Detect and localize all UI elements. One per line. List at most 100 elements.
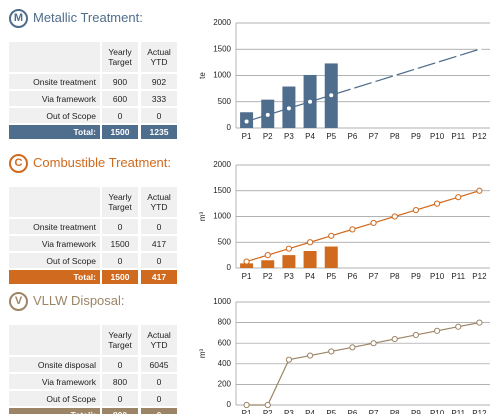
line-marker — [329, 93, 334, 98]
cell-value: 6045 — [141, 357, 177, 372]
line-marker — [433, 327, 441, 334]
line-marker — [285, 245, 293, 252]
bar — [261, 260, 275, 268]
line — [246, 48, 480, 123]
row-label: Via framework — [9, 374, 100, 389]
x-tick-label: P9 — [411, 132, 421, 141]
line-marker — [455, 323, 462, 330]
row-label: Onsite disposal — [9, 357, 100, 372]
column-header: Yearly Target — [102, 42, 138, 72]
cell-value: 1500 — [102, 236, 138, 251]
x-tick-label: P8 — [390, 132, 400, 141]
x-tick-label: P2 — [263, 272, 273, 281]
y-tick-label: 1000 — [213, 297, 231, 306]
cell-value: 417 — [141, 236, 177, 251]
line-marker — [243, 401, 250, 409]
line-marker — [244, 119, 249, 124]
cell-value: 900 — [102, 74, 138, 89]
x-tick-label: P10 — [430, 132, 445, 141]
x-tick-label: P1 — [242, 272, 252, 281]
cell-value: 333 — [141, 91, 177, 106]
line-marker — [391, 213, 398, 220]
x-tick-label: P3 — [284, 272, 294, 281]
x-tick-label: P3 — [284, 409, 294, 414]
x-tick-label: P4 — [305, 409, 315, 414]
x-tick-label: P11 — [451, 272, 465, 281]
line-marker — [392, 73, 397, 78]
cell-value: 0 — [141, 108, 177, 123]
cell-value: 0 — [102, 253, 138, 268]
y-tick-label: 1000 — [213, 71, 231, 80]
x-tick-label: P12 — [472, 272, 487, 281]
x-tick-label: P11 — [451, 132, 465, 141]
y-tick-label: 1500 — [213, 44, 231, 53]
line-marker — [328, 348, 335, 355]
x-tick-label: P8 — [390, 409, 400, 414]
line-marker — [412, 331, 420, 339]
total-value: 1500 — [102, 125, 138, 139]
x-tick-label: P4 — [305, 132, 315, 141]
x-tick-label: P10 — [430, 272, 445, 281]
y-tick-label: 600 — [218, 338, 232, 347]
line-marker — [306, 352, 314, 359]
column-header: Actual YTD — [141, 187, 177, 217]
line-marker — [371, 80, 376, 85]
x-tick-label: P1 — [242, 132, 252, 141]
bar — [303, 251, 317, 268]
x-tick-label: P1 — [242, 409, 252, 414]
header-blank — [9, 325, 100, 355]
x-tick-label: P7 — [369, 132, 379, 141]
x-tick-label: P8 — [390, 272, 400, 281]
x-tick-label: P5 — [326, 132, 336, 141]
column-header: Yearly Target — [102, 325, 138, 355]
x-tick-label: P2 — [263, 409, 273, 414]
cell-value: 800 — [102, 374, 138, 389]
cell-value: 902 — [141, 74, 177, 89]
total-label: Total: — [9, 125, 100, 139]
y-tick-label: 500 — [218, 237, 232, 246]
bar — [240, 263, 254, 268]
line-marker — [285, 356, 293, 363]
y-tick-label: 0 — [227, 400, 232, 409]
line-marker — [370, 219, 377, 227]
line-marker — [391, 335, 398, 343]
total-label: Total¹: — [9, 408, 100, 414]
bar — [324, 246, 338, 268]
y-tick-label: 800 — [218, 318, 232, 327]
y-tick-label: 400 — [218, 359, 232, 368]
total-label: Total: — [9, 270, 100, 284]
cell-value: 0 — [102, 108, 138, 123]
line-marker — [433, 200, 441, 207]
cell-value: 0 — [102, 219, 138, 234]
x-tick-label: P6 — [348, 409, 358, 414]
column-header: Actual YTD — [141, 42, 177, 72]
y-tick-label: 2000 — [213, 18, 231, 27]
y-tick-label: 2000 — [213, 160, 231, 169]
line-marker — [350, 86, 355, 91]
x-tick-label: P6 — [348, 132, 358, 141]
y-tick-label: 200 — [218, 380, 232, 389]
x-tick-label: P5 — [326, 272, 336, 281]
row-label: Out of Scope — [9, 253, 100, 268]
y-tick-label: 1000 — [213, 212, 231, 221]
section-title: VLLW Disposal: — [33, 293, 125, 308]
x-tick-label: P4 — [305, 272, 315, 281]
total-value: 417 — [141, 270, 177, 284]
cell-value: 0 — [141, 253, 177, 268]
total-value: 0 — [141, 408, 177, 414]
y-tick-label: 0 — [227, 263, 232, 272]
total-value: 1235 — [141, 125, 177, 139]
line-marker — [412, 206, 420, 214]
line-marker — [306, 239, 314, 246]
line-marker — [328, 232, 335, 239]
x-tick-label: P9 — [411, 409, 421, 414]
x-tick-label: P11 — [451, 409, 465, 414]
header-blank — [9, 187, 100, 217]
x-tick-label: P9 — [411, 272, 421, 281]
line-marker — [264, 252, 271, 259]
line — [246, 322, 480, 406]
line-marker — [264, 401, 271, 409]
column-header: Actual YTD — [141, 325, 177, 355]
